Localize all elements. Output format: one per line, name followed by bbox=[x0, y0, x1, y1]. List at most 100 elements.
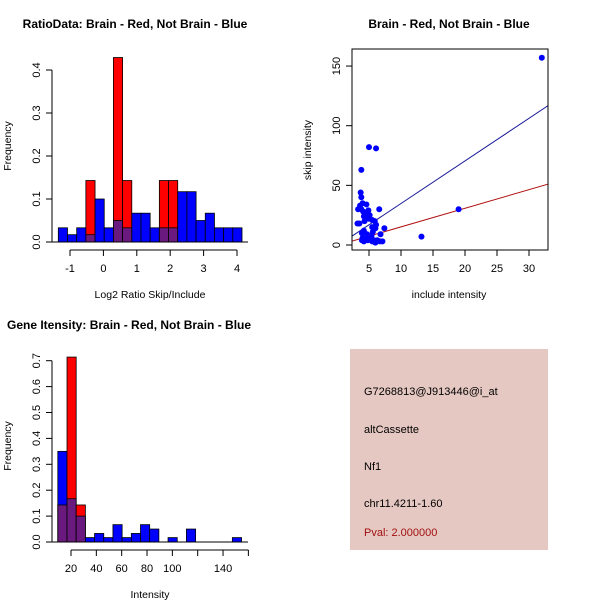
x-tick-label: 0 bbox=[100, 263, 106, 275]
bar-not-brain-blue bbox=[177, 191, 188, 243]
scatter-point bbox=[356, 220, 363, 227]
bar-overlap bbox=[75, 515, 86, 543]
bar-brain-red bbox=[113, 57, 124, 243]
x-tick-label: 3 bbox=[201, 263, 207, 275]
y-tick-label: 0.5 bbox=[31, 405, 43, 420]
x-tick-label: 80 bbox=[141, 563, 153, 575]
bar-not-brain-blue bbox=[149, 528, 160, 543]
bar-not-brain-blue bbox=[121, 537, 132, 543]
bar-not-brain-blue bbox=[140, 524, 151, 543]
y-axis-label: skip intensity bbox=[302, 119, 314, 180]
x-tick-label: 30 bbox=[523, 263, 535, 275]
regression-line bbox=[352, 105, 548, 237]
x-tick-label: 20 bbox=[459, 263, 471, 275]
bar-not-brain-blue bbox=[149, 227, 160, 243]
scatter-point bbox=[361, 218, 368, 225]
x-tick-label: 10 bbox=[395, 263, 407, 275]
bar-not-brain-blue bbox=[223, 227, 234, 243]
info-panel: G7268813@J913446@i_at altCassette Nf1 ch… bbox=[350, 349, 548, 550]
x-tick-label: 4 bbox=[234, 263, 240, 275]
scatter-point bbox=[358, 166, 365, 173]
bar-overlap bbox=[113, 220, 124, 243]
y-tick-label: 0.4 bbox=[31, 62, 43, 77]
bar-not-brain-blue bbox=[57, 227, 68, 243]
y-tick-label: 0 bbox=[331, 242, 343, 248]
event-type: altCassette bbox=[364, 424, 420, 436]
bar-not-brain-blue bbox=[131, 212, 142, 243]
x-tick-label: 140 bbox=[214, 563, 232, 575]
bar-overlap bbox=[85, 234, 96, 243]
scatter-point bbox=[373, 145, 380, 152]
bar-not-brain-blue bbox=[195, 220, 206, 243]
x-tick-label: 100 bbox=[163, 563, 181, 575]
y-tick-label: 0.1 bbox=[31, 191, 43, 206]
bar-not-brain-blue bbox=[231, 537, 242, 543]
bar-overlap bbox=[122, 227, 133, 243]
y-tick-label: 0.2 bbox=[31, 148, 43, 163]
bar-not-brain-blue bbox=[67, 234, 78, 243]
chart-title: RatioData: Brain - Red, Not Brain - Blue bbox=[23, 17, 248, 31]
scatter-point bbox=[358, 194, 365, 201]
y-tick-label: 0.4 bbox=[31, 431, 43, 446]
regression-line bbox=[352, 183, 548, 242]
scatter-point bbox=[363, 201, 370, 208]
bar-brain-red bbox=[85, 180, 96, 243]
bar-not-brain-blue bbox=[103, 537, 114, 543]
scatter-point bbox=[372, 239, 379, 246]
scatter-point bbox=[358, 230, 365, 237]
bar-not-brain-blue bbox=[130, 533, 141, 543]
y-tick-label: 150 bbox=[331, 57, 343, 75]
bar-not-brain-blue bbox=[94, 198, 105, 243]
bar-not-brain-blue bbox=[94, 533, 105, 543]
x-tick-label: 5 bbox=[366, 263, 372, 275]
y-tick-label: 0.6 bbox=[31, 379, 43, 394]
scatter-point bbox=[379, 238, 386, 245]
x-tick-label: 40 bbox=[90, 563, 102, 575]
scatter-point bbox=[418, 233, 425, 240]
bar-not-brain-blue bbox=[167, 537, 178, 543]
bar-not-brain-blue bbox=[84, 537, 95, 543]
bar-not-brain-blue bbox=[140, 212, 151, 243]
bar-not-brain-blue bbox=[214, 227, 225, 243]
y-tick-label: 0.0 bbox=[31, 234, 43, 249]
bar-not-brain-blue bbox=[204, 212, 215, 243]
chromosome-location: chr11.4211-1.60 bbox=[364, 498, 443, 510]
y-tick-label: 0.3 bbox=[31, 105, 43, 120]
scatter-point bbox=[364, 237, 371, 244]
plot-box bbox=[351, 48, 549, 251]
scatter-point bbox=[377, 231, 384, 238]
bar-overlap bbox=[57, 504, 68, 543]
gene-name: Nf1 bbox=[364, 461, 382, 473]
bar-overlap bbox=[66, 498, 77, 543]
x-axis-label: Intensity bbox=[130, 589, 170, 600]
y-axis-label: Frequency bbox=[2, 420, 14, 470]
scatter-point bbox=[366, 144, 372, 151]
x-tick-label: 20 bbox=[65, 563, 77, 575]
bar-not-brain-blue bbox=[186, 191, 197, 243]
bar-overlap bbox=[158, 227, 169, 243]
p-value: Pval: 2.000000 bbox=[364, 527, 438, 539]
scatter-point bbox=[357, 189, 364, 196]
y-tick-label: 50 bbox=[331, 179, 343, 191]
x-axis-label: Log2 Ratio Skip/Include bbox=[95, 289, 206, 301]
bar-overlap bbox=[168, 227, 179, 243]
bar-not-brain-blue bbox=[103, 227, 114, 243]
x-tick-label: 25 bbox=[491, 263, 503, 275]
probe-id: G7268813@J913446@i_at bbox=[364, 386, 498, 398]
y-tick-label: 0.7 bbox=[31, 353, 43, 368]
bar-not-brain-blue bbox=[232, 227, 243, 243]
x-tick-label: 60 bbox=[116, 563, 128, 575]
x-tick-label: -1 bbox=[65, 263, 75, 275]
y-tick-label: 100 bbox=[331, 117, 343, 135]
y-tick-label: 0.0 bbox=[31, 534, 43, 549]
y-tick-label: 0.1 bbox=[31, 508, 43, 523]
scatter-point bbox=[364, 231, 371, 238]
x-tick-label: 15 bbox=[427, 263, 439, 275]
y-tick-label: 0.2 bbox=[31, 483, 43, 498]
scatter-point bbox=[376, 206, 383, 213]
scatter-point bbox=[355, 206, 362, 213]
bar-not-brain-blue bbox=[112, 524, 123, 543]
x-axis-label: include intensity bbox=[412, 289, 487, 301]
scatter-point bbox=[538, 54, 545, 61]
